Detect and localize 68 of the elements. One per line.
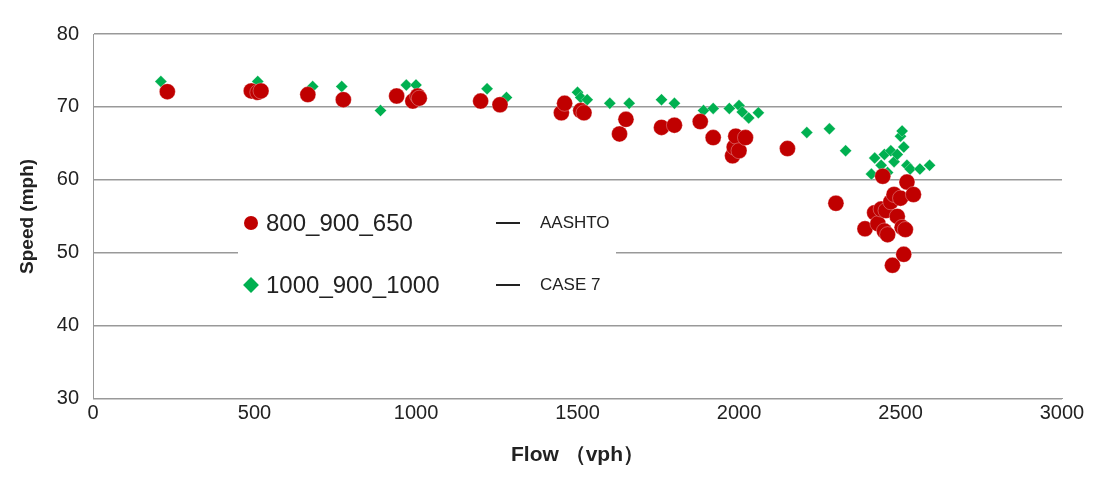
point <box>751 106 765 120</box>
point <box>706 101 720 115</box>
x-tick-label: 2000 <box>716 401 762 424</box>
point <box>827 194 845 212</box>
point <box>864 167 878 181</box>
point <box>742 111 756 125</box>
point <box>691 113 709 131</box>
annotation: CASE 7 <box>540 275 601 295</box>
point <box>735 105 749 119</box>
point <box>903 162 917 176</box>
x-tick-label: 0 <box>87 401 99 424</box>
point <box>374 104 387 118</box>
point <box>580 93 594 107</box>
y-tick-label: 40 <box>56 313 80 336</box>
point <box>890 147 904 161</box>
point <box>667 96 681 110</box>
point <box>904 186 922 204</box>
annotation: AASHTO <box>540 213 610 233</box>
point <box>334 91 352 109</box>
point <box>874 167 892 185</box>
y-tick-label: 30 <box>56 386 80 409</box>
point <box>822 122 836 136</box>
y-tick-label: 60 <box>56 167 80 190</box>
point <box>472 92 490 110</box>
point <box>158 83 176 101</box>
x-tick-label: 500 <box>237 401 272 424</box>
point <box>611 125 629 143</box>
y-tick-label: 50 <box>56 240 80 263</box>
point <box>913 162 927 176</box>
point <box>800 126 814 139</box>
point <box>388 87 406 105</box>
point <box>704 129 722 147</box>
x-tick-label: 3000 <box>1039 401 1085 424</box>
point <box>480 82 494 96</box>
point <box>898 173 916 191</box>
point <box>736 129 754 147</box>
point <box>154 74 168 88</box>
point <box>839 144 853 158</box>
x-tick-label: 1000 <box>393 401 439 424</box>
point <box>897 140 911 154</box>
point <box>722 101 736 115</box>
legend-label: 800_900_650 <box>266 209 414 237</box>
point <box>491 96 509 114</box>
point <box>895 124 909 138</box>
point <box>730 142 748 160</box>
point <box>617 110 635 128</box>
point <box>868 151 882 165</box>
point <box>655 93 668 107</box>
point <box>778 140 796 158</box>
point <box>665 116 683 134</box>
point <box>883 256 901 274</box>
point <box>399 78 413 92</box>
point <box>335 80 349 94</box>
legend-label: 1000_900_1000 <box>266 271 441 299</box>
point <box>556 94 574 112</box>
point <box>923 158 937 172</box>
point <box>856 220 874 238</box>
x-tick-label: 2500 <box>878 401 923 424</box>
point <box>879 226 897 244</box>
y-axis-title: Speed (mph) <box>15 158 37 274</box>
point <box>299 86 317 104</box>
x-tick-label: 1500 <box>555 401 600 424</box>
y-tick-label: 80 <box>56 21 80 44</box>
point <box>622 96 636 110</box>
y-tick-label: 70 <box>56 94 80 117</box>
point <box>603 96 617 110</box>
x-axis-title: Flow （vph） <box>511 442 645 466</box>
point <box>895 245 913 263</box>
